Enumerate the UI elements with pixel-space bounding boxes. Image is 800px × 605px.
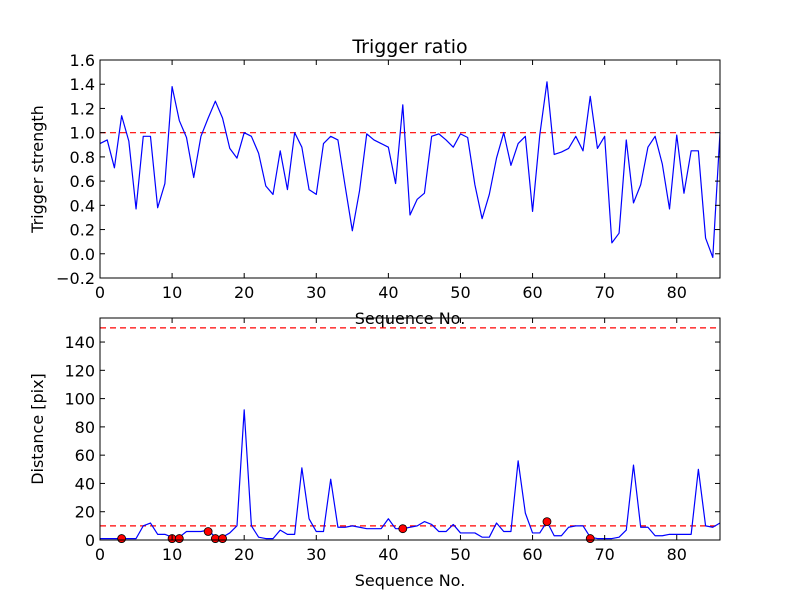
bottom-x-tick-label-5: 50	[450, 545, 470, 564]
bottom-x-tick-label-7: 70	[594, 545, 614, 564]
bottom-marker-0	[117, 534, 127, 543]
top-y-tick-label-5: 0.8	[70, 148, 95, 167]
top-y-tick-label-3: 0.4	[70, 196, 95, 215]
bottom-marker-5	[218, 534, 227, 543]
bottom-marker-2	[174, 534, 184, 543]
top-x-tick-label-8: 80	[667, 283, 687, 302]
top-y-axis-label: Trigger strength	[28, 105, 47, 234]
bottom-y-tick-label-4: 80	[75, 418, 95, 437]
top-y-tick-label-8: 1.4	[70, 75, 95, 94]
bottom-marker-7	[542, 517, 552, 527]
bottom-marker-4	[210, 534, 220, 543]
top-y-tick-label-0: −0.2	[56, 269, 95, 288]
bottom-y-tick-label-6: 120	[64, 361, 95, 380]
bottom-y-tick-label-3: 60	[75, 446, 95, 465]
bottom-x-tick-label-4: 40	[378, 545, 398, 564]
bottom-axes-frame	[99, 317, 721, 541]
bottom-x-tick-label-3: 30	[306, 545, 326, 564]
top-series-line-0	[99, 81, 721, 259]
bottom-y-tick-label-7: 140	[64, 333, 95, 352]
bottom-series-line-0	[100, 409, 721, 540]
top-x-tick-label-1: 10	[162, 283, 182, 302]
top-y-tick-label-6: 1.0	[70, 124, 95, 143]
top-y-tick-label-7: 1.2	[70, 99, 95, 118]
bottom-marker-8	[585, 534, 595, 543]
bottom-x-tick-label-6: 60	[522, 545, 542, 564]
top-x-tick-label-6: 60	[522, 283, 542, 302]
top-y-tick-label-9: 1.6	[70, 51, 95, 70]
top-x-tick-label-4: 40	[378, 283, 398, 302]
top-x-tick-label-5: 50	[450, 283, 470, 302]
bottom-y-axis-label: Distance [pix]	[28, 373, 47, 485]
top-x-tick-label-0: 0	[95, 283, 105, 302]
bottom-y-tick-label-2: 40	[75, 474, 95, 493]
top-y-tick-label-4: 0.6	[70, 172, 95, 191]
top-x-tick-label-2: 20	[234, 283, 254, 302]
bottom-y-tick-label-5: 100	[64, 390, 95, 409]
bottom-x-axis-label: Sequence No.	[355, 571, 466, 590]
top-x-tick-label-7: 70	[594, 283, 614, 302]
bottom-x-tick-label-2: 20	[234, 545, 254, 564]
bottom-y-tick-label-0: 0	[85, 531, 95, 550]
top-chart-title: Trigger ratio	[351, 36, 467, 58]
top-y-tick-label-1: 0.0	[70, 245, 95, 264]
top-y-tick-label-2: 0.2	[70, 221, 95, 240]
top-x-tick-label-3: 30	[306, 283, 326, 302]
bottom-marker-3	[203, 527, 213, 536]
top-axes-frame	[99, 59, 721, 279]
bottom-x-tick-label-8: 80	[667, 545, 687, 564]
bottom-x-tick-label-1: 10	[162, 545, 182, 564]
bottom-y-tick-label-1: 20	[75, 503, 95, 522]
bottom-x-tick-label-0: 0	[95, 545, 105, 564]
bottom-marker-6	[398, 524, 408, 534]
